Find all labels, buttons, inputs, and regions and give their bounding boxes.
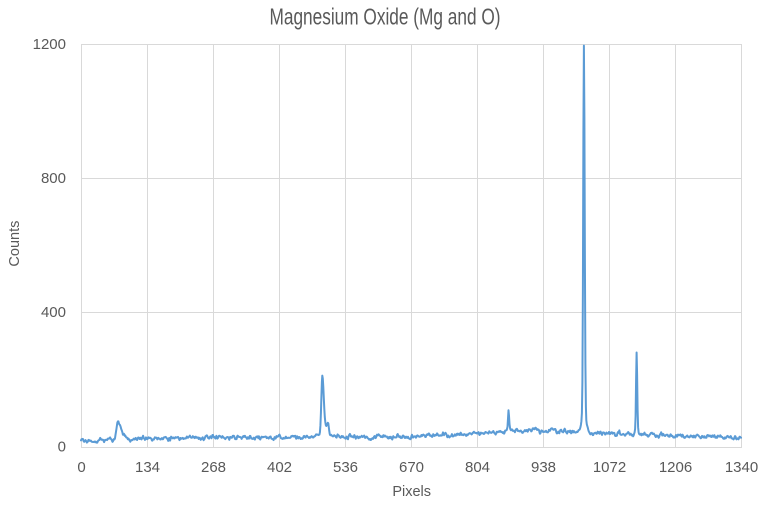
svg-text:670: 670 (399, 459, 424, 476)
svg-text:1206: 1206 (659, 459, 692, 476)
svg-text:402: 402 (267, 459, 292, 476)
svg-text:1200: 1200 (33, 36, 66, 53)
svg-text:536: 536 (333, 459, 358, 476)
svg-text:1340: 1340 (725, 459, 758, 476)
svg-text:Counts: Counts (7, 221, 23, 267)
svg-text:800: 800 (41, 170, 66, 187)
svg-text:Magnesium Oxide (Mg and O): Magnesium Oxide (Mg and O) (270, 4, 501, 30)
svg-text:0: 0 (77, 459, 85, 476)
svg-text:Pixels: Pixels (392, 484, 431, 500)
svg-text:268: 268 (201, 459, 226, 476)
svg-text:400: 400 (41, 304, 66, 321)
svg-text:804: 804 (465, 459, 490, 476)
svg-text:0: 0 (58, 439, 66, 456)
svg-text:134: 134 (135, 459, 160, 476)
svg-text:938: 938 (531, 459, 556, 476)
svg-text:1072: 1072 (593, 459, 626, 476)
